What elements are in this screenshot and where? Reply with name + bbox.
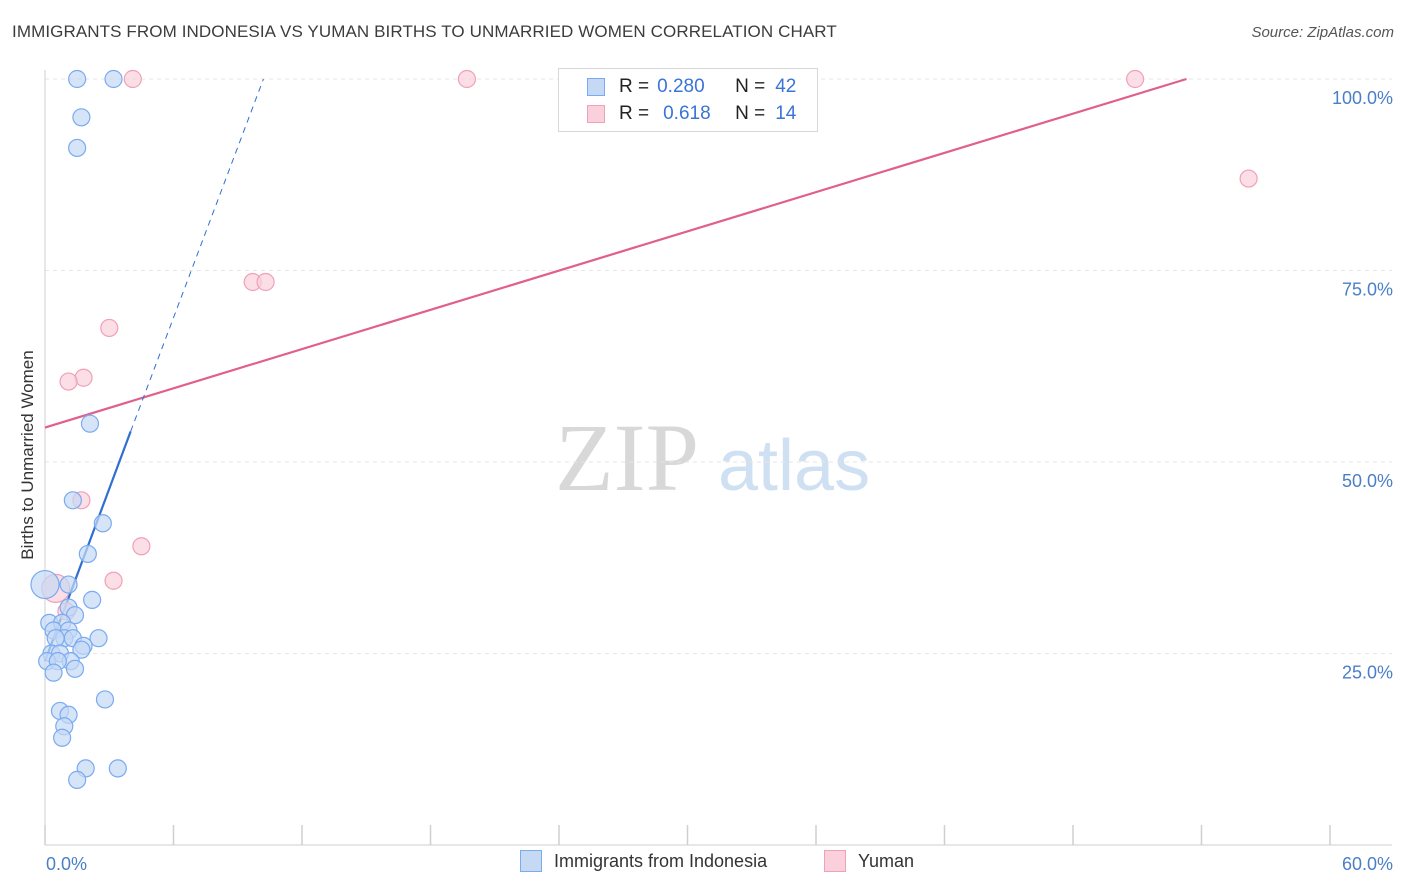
x-tick-label: 0.0% [46,854,87,874]
watermark-atlas: atlas [718,426,870,506]
data-point-yuman [457,69,477,89]
data-point-indonesia [46,629,65,648]
y-tick-label: 75.0% [1342,280,1393,300]
data-point-indonesia [44,663,63,682]
data-point-indonesia [89,629,108,648]
data-point-indonesia [65,659,85,678]
data-point-indonesia [59,575,78,594]
legend-r-label: R = [619,103,650,124]
legend-n-label: N = [735,103,766,124]
legend-r-value: 0.618 [663,103,711,124]
legend-row-yuman: R = 0.618 N = 14 [559,99,796,129]
data-point-yuman [104,571,123,590]
data-point-indonesia [78,544,97,564]
data-point-indonesia [68,69,87,89]
data-point-indonesia [30,569,60,600]
bottom-legend-swatch-yuman [824,850,846,872]
legend-r-value: 0.280 [657,76,705,97]
legend-swatch-indonesia [587,78,605,96]
legend-n-value: 14 [775,103,797,124]
trend-line-yuman [44,77,1187,429]
y-tick-label: 100.0% [1332,88,1393,108]
data-point-indonesia [95,690,115,709]
legend-r-label: R = [619,76,650,97]
data-point-yuman [256,272,275,292]
data-point-indonesia [104,69,123,89]
legend-row-indonesia: R = 0.280 N = 42 [559,72,796,102]
trend-line-indonesia-extension [130,78,264,432]
bottom-legend-label-yuman: Yuman [858,850,915,871]
data-point-indonesia [108,759,127,778]
data-point-indonesia [83,590,102,609]
data-point-yuman [100,318,119,338]
legend-swatch-yuman [587,105,605,123]
data-point-indonesia [72,108,91,127]
bottom-legend-swatch-indonesia [520,850,542,872]
bottom-legend-yuman: Yuman [824,850,914,872]
data-point-indonesia [80,414,100,433]
data-point-yuman [132,537,151,556]
data-point-indonesia [63,491,82,510]
data-point-indonesia [53,728,72,747]
stats-legend: R = 0.280 N = 42 R = 0.618 N = 14 [558,68,818,132]
y-tick-label: 50.0% [1342,471,1393,491]
data-point-yuman [74,368,93,387]
data-point-yuman [59,372,78,391]
bottom-legend-indonesia: Immigrants from Indonesia [520,850,767,872]
chart-source: Source: ZipAtlas.com [1251,24,1394,41]
y-tick-label: 25.0% [1342,663,1393,683]
x-tick-label: 60.0% [1342,854,1393,874]
data-point-indonesia [68,138,87,158]
data-point-yuman [1126,69,1145,89]
chart-title: IMMIGRANTS FROM INDONESIA VS YUMAN BIRTH… [12,22,837,41]
legend-n-label: N = [735,76,766,97]
data-point-indonesia [72,640,91,659]
data-point-yuman [123,69,142,89]
bottom-legend-label-indonesia: Immigrants from Indonesia [554,850,768,871]
data-point-indonesia [68,770,87,789]
data-point-yuman [1239,169,1258,188]
watermark-zip: ZIP [555,404,699,511]
data-point-indonesia [93,514,112,533]
legend-n-value: 42 [775,76,797,97]
